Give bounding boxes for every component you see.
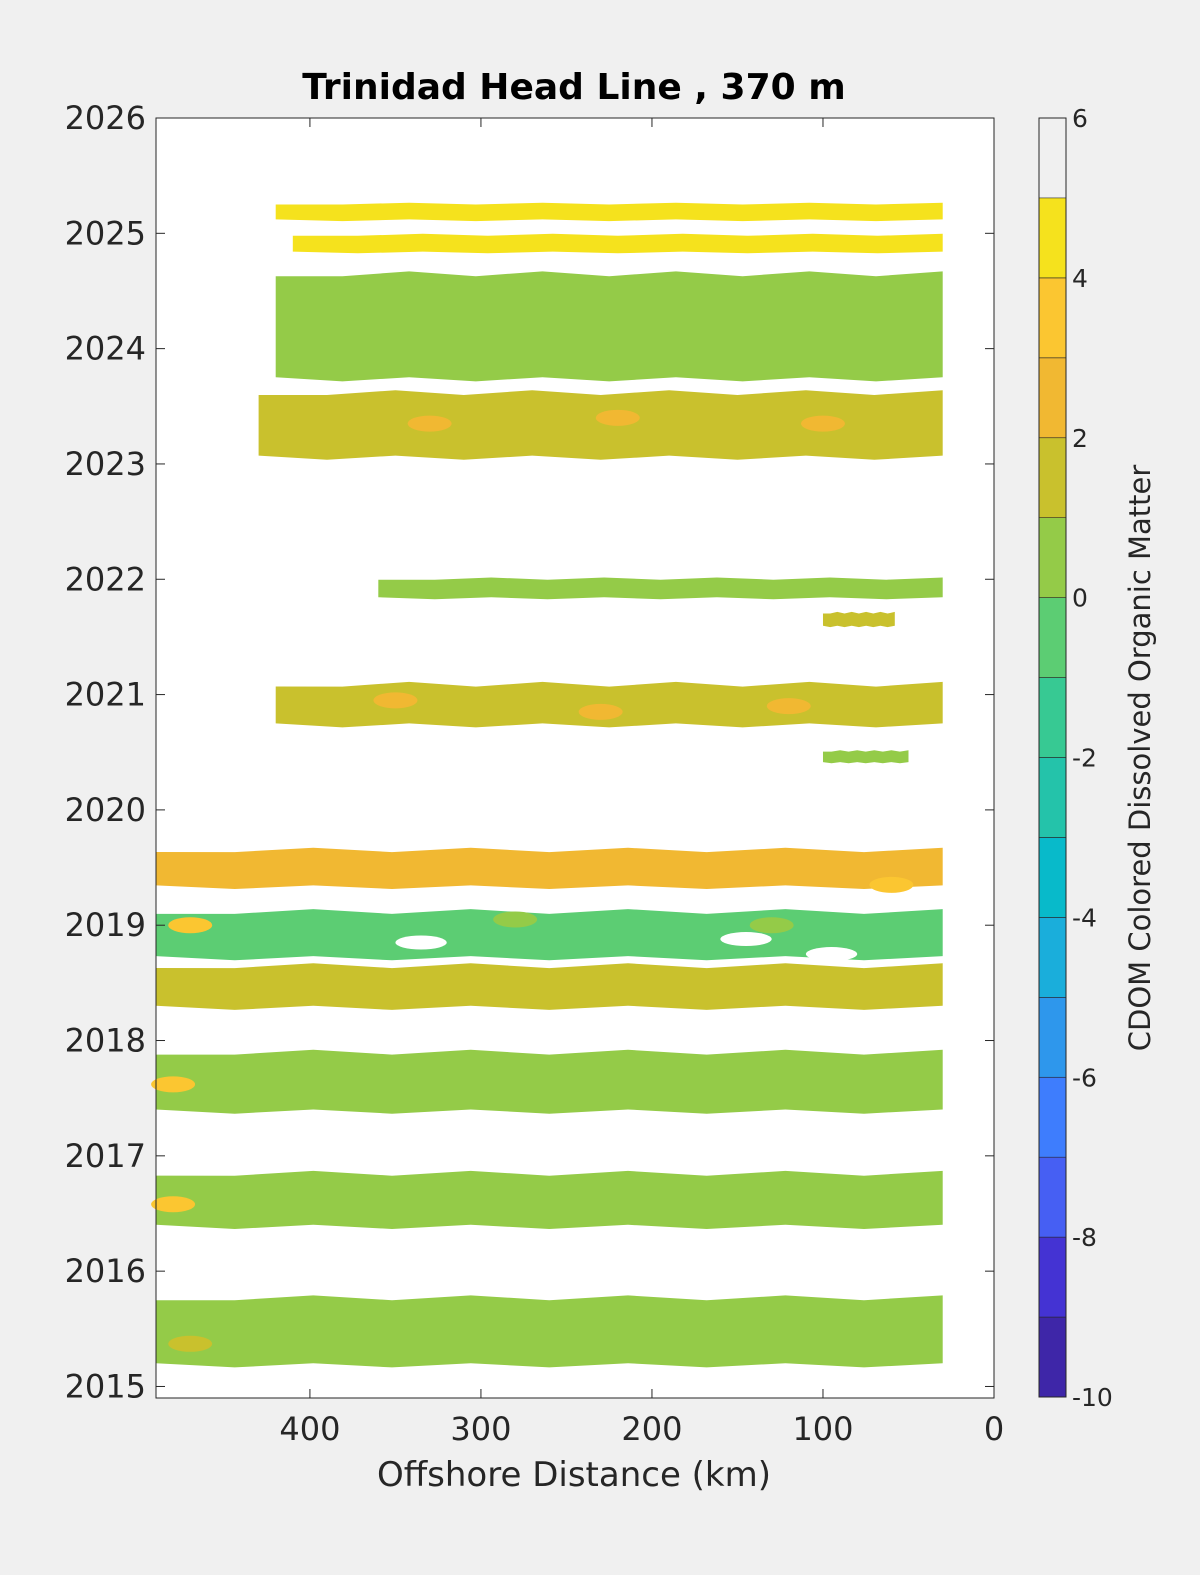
colorbar-label: CDOM Colored Dissolved Organic Matter [1123,465,1157,1052]
heatmap-band [378,577,943,600]
heatmap-band [156,909,943,961]
colorbar-segment [1038,917,1067,998]
colorbar-segment [1038,597,1067,678]
colorbar-segment [1038,517,1067,598]
colorbar-segment [1038,997,1067,1078]
heatmap-band [156,1049,943,1114]
chart-title: Trinidad Head Line , 370 m [302,67,845,108]
colorbar-tick-label: -2 [1072,744,1097,773]
y-tick-label: 2025 [65,214,146,252]
colorbar-segment [1038,1156,1067,1238]
heatmap-patch [800,415,845,432]
colorbar-segment [1038,677,1067,758]
colorbar-segment [1038,1316,1067,1398]
colorbar-segment [1038,837,1067,918]
colorbar-tick-label: -4 [1072,903,1097,932]
heatmap-band [822,750,909,764]
heatmap-band [275,202,943,222]
heatmap-band [156,1295,943,1368]
heatmap-patch [168,1335,213,1352]
heatmap-gap [720,932,772,947]
colorbar-tick-label: -6 [1072,1063,1097,1092]
heatmap-band [822,611,895,628]
heatmap-band [156,963,943,1010]
y-tick-label: 2020 [65,791,146,829]
y-tick-label: 2023 [65,445,146,483]
heatmap-patch [749,917,794,934]
x-tick-label: 400 [279,1410,340,1448]
heatmap-bands [156,202,943,1368]
x-axis-label: Offshore Distance (km) [377,1455,771,1495]
x-tick-label: 0 [984,1410,1004,1448]
y-tick-label: 2026 [65,99,146,137]
y-tick-label: 2019 [65,906,146,944]
heatmap-patch [151,1196,196,1213]
heatmap-patch [766,698,811,715]
colorbar-tick-label: 4 [1072,264,1088,293]
colorbar-segment [1038,277,1067,359]
colorbar-tick-label: -10 [1072,1383,1113,1412]
heatmap-band [156,847,943,889]
heatmap-patch [168,917,213,934]
heatmap-patch [407,415,452,432]
heatmap-gap [805,947,858,962]
heatmap-gaps [395,932,858,962]
x-tick-label: 300 [450,1410,511,1448]
heatmap-gap [395,935,447,950]
heatmap-patch [578,703,623,720]
y-tick-label: 2016 [65,1252,146,1290]
y-tick-label: 2017 [65,1137,146,1175]
heatmap-patch [493,911,538,928]
colorbar-tick-label: 0 [1072,584,1088,613]
y-tick-label: 2022 [65,560,146,598]
colorbar-frame [1038,117,1067,1398]
y-tick-label: 2024 [65,330,146,368]
y-tick-label: 2021 [65,676,146,714]
heatmap-band [156,1170,943,1229]
y-tick-label: 2015 [65,1367,146,1405]
x-axis-ticks: 400 300 200 100 0 [279,118,1004,1448]
heatmap-band [258,390,943,460]
plot-frame [155,117,995,1399]
colorbar-tick-label: 2 [1072,424,1088,453]
colorbar-segment [1038,357,1067,439]
colorbar-segment [1038,1236,1067,1318]
heatmap-patch [151,1076,196,1093]
heatmap-patch [869,876,914,893]
y-axis-ticks: 2015 2016 2017 2018 2019 2020 2021 2022 2023 2024… [65,99,994,1405]
heatmap-band [292,233,943,254]
colorbar-segment [1038,757,1067,838]
colorbar-segment [1038,197,1067,279]
heatmap-patch [373,692,418,709]
heatmap-patches [151,409,914,1352]
colorbar: -10 -8 -6 -4 -2 0 2 4 6 [1038,104,1113,1412]
x-tick-label: 100 [792,1410,853,1448]
x-tick-label: 200 [621,1410,682,1448]
heatmap-patch [595,409,640,426]
y-tick-label: 2018 [65,1022,146,1060]
colorbar-segment [1038,437,1067,518]
colorbar-tick-label: 6 [1072,104,1088,133]
heatmap-band [275,271,943,382]
colorbar-segment [1038,1076,1067,1158]
colorbar-tick-label: -8 [1072,1223,1097,1252]
